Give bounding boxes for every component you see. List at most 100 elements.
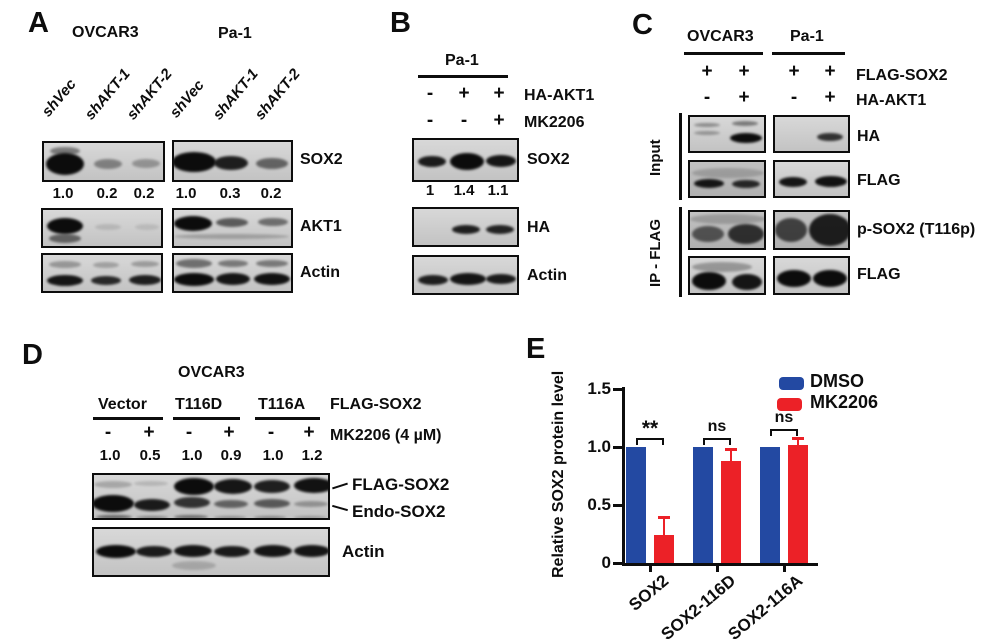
panel-c-treatment-label-flag-sox2: FLAG-SOX2	[856, 67, 948, 84]
panel-a-actin-blot-pa1	[172, 253, 293, 293]
x-axis-tick	[649, 566, 652, 572]
panel-b-treatment-label-mk2206: MK2206	[524, 114, 585, 131]
panel-c-sign: +	[788, 61, 800, 82]
panel-c-sign: -	[790, 87, 798, 108]
panel-d-construct-label-flag-sox2: FLAG-SOX2	[330, 396, 422, 413]
panel-c-input-flag-blot-pa1	[773, 160, 850, 198]
panel-d-construct-t116a: T116A	[258, 396, 306, 413]
panel-c-row-label-psox2: p-SOX2 (T116p)	[857, 221, 976, 238]
blot-band	[254, 273, 290, 285]
blot-band	[732, 274, 762, 290]
blot-band	[294, 516, 326, 518]
bar-dmso-sox2	[626, 447, 646, 563]
panel-a-quant-value: 1.0	[52, 185, 74, 202]
blot-band	[777, 270, 811, 287]
bar-mk2206-sox2-116d	[721, 460, 741, 563]
blot-band	[694, 131, 720, 135]
panel-a-quant-value: 0.2	[260, 185, 282, 202]
sig-bracket	[703, 438, 731, 440]
panel-d-treatment-label-mk2206: MK2206 (4 µM)	[330, 427, 442, 444]
blot-band	[174, 234, 289, 239]
blot-band	[96, 515, 132, 518]
blot-band	[47, 275, 83, 286]
y-axis-tick	[613, 562, 622, 565]
blot-band	[254, 480, 290, 493]
panel-d-construct-t116d: T116D	[175, 396, 223, 413]
panel-a-cell-line-ovcar3: OVCAR3	[72, 24, 139, 41]
panel-a-row-label-actin: Actin	[300, 264, 340, 281]
panel-c-sign: +	[738, 61, 750, 82]
panel-a-cell-line-pa1: Pa-1	[218, 25, 252, 42]
blot-band	[216, 273, 250, 285]
blot-band	[46, 153, 84, 175]
blot-band	[174, 478, 214, 495]
panel-d-sign: +	[223, 422, 235, 443]
x-axis-tick	[783, 566, 786, 572]
blot-band	[174, 273, 214, 286]
blot-band	[732, 180, 760, 188]
sig-bracket	[636, 438, 664, 440]
panel-c-sign: +	[701, 61, 713, 82]
panel-a-letter: A	[28, 7, 49, 39]
panel-c-sign: +	[824, 87, 836, 108]
y-tick-label: 0.5	[587, 495, 611, 514]
sig-label: **	[641, 417, 659, 440]
blot-band	[134, 481, 168, 486]
panel-d-sign: -	[267, 422, 275, 443]
panel-b-quant-value: 1	[425, 182, 435, 199]
panel-b-sign: +	[493, 83, 505, 104]
panel-b-quant-value: 1.4	[453, 182, 475, 199]
blot-band	[174, 545, 212, 557]
legend-swatch-mk2206	[777, 398, 802, 411]
sig-bracket-end	[796, 428, 798, 436]
panel-d-quant-value: 1.0	[181, 447, 203, 464]
blot-band	[486, 225, 514, 234]
panel-b-cell-line-pa1: Pa-1	[445, 52, 479, 69]
panel-b-treatment-label-ha-akt1: HA-AKT1	[524, 87, 595, 104]
y-axis-tick	[613, 504, 622, 507]
blot-band	[775, 218, 807, 242]
legend-label-dmso: DMSO	[810, 371, 864, 391]
blot-band	[131, 261, 159, 267]
panel-a-quant-value: 1.0	[175, 185, 197, 202]
panel-a-quant-value: 0.2	[133, 185, 155, 202]
blot-band	[49, 261, 81, 268]
blot-band	[174, 497, 210, 508]
panel-d-sign: +	[303, 422, 315, 443]
panel-d-quant-value: 1.0	[99, 447, 121, 464]
sig-bracket-end	[770, 428, 772, 436]
error-bar-cap	[658, 515, 670, 519]
blot-band	[96, 545, 136, 558]
panel-a-quant-value: 0.2	[96, 185, 118, 202]
y-axis-tick	[613, 388, 622, 391]
sig-bracket	[770, 428, 798, 431]
panel-d-sox2-blot	[92, 473, 330, 520]
error-bar-cap	[725, 448, 737, 452]
blot-band	[450, 153, 484, 170]
panel-c-ip-flag-blot-pa1	[773, 256, 850, 295]
blot-band	[813, 270, 847, 287]
panel-c-row-label-flag-ip: FLAG	[857, 266, 901, 283]
blot-band	[136, 546, 172, 557]
sig-bracket-end	[703, 438, 705, 445]
panel-b-actin-blot	[412, 255, 519, 295]
panel-b-row-label-sox2: SOX2	[527, 151, 570, 168]
panel-b-sox2-blot	[412, 138, 519, 182]
panel-c-ip-psox2-blot-pa1	[773, 210, 850, 250]
blot-band	[172, 561, 216, 570]
error-bar-cap	[792, 436, 804, 440]
blot-band	[418, 156, 446, 167]
panel-c-sign: -	[703, 87, 711, 108]
panel-d-band-label-endo-sox2: Endo-SOX2	[352, 502, 446, 521]
blot-band	[692, 272, 726, 290]
panel-c-cell-line-ovcar3: OVCAR3	[687, 28, 754, 45]
blot-band	[93, 262, 119, 268]
panel-d-letter: D	[22, 339, 43, 371]
bar-dmso-sox2-116d	[693, 447, 713, 563]
blot-band	[728, 224, 764, 244]
panel-b-row-label-ha: HA	[527, 219, 551, 236]
panel-d-construct-underline	[255, 417, 320, 420]
panel-b-letter: B	[390, 7, 411, 39]
